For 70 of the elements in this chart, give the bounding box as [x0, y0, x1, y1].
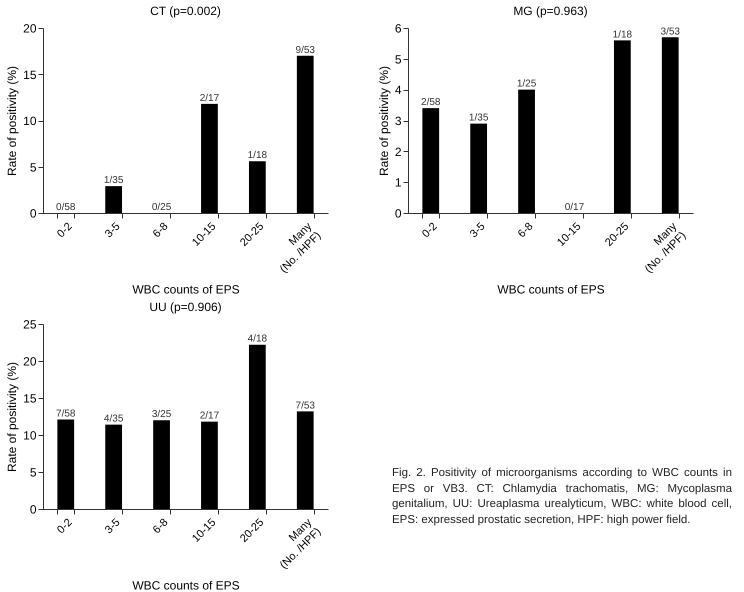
y-tick-label: 5: [394, 52, 402, 66]
y-tick-label: 2: [394, 144, 402, 159]
x-tick-label: 3-5: [102, 516, 123, 536]
data-label: 2/17: [200, 92, 220, 104]
bar: [422, 108, 440, 213]
data-label: 2/17: [200, 410, 220, 422]
data-label: 7/58: [56, 408, 76, 420]
data-label: 1/18: [612, 29, 633, 40]
bar: [296, 56, 314, 213]
x-tick-label: 3-5: [102, 220, 123, 240]
y-tick-label: 0: [394, 206, 402, 220]
data-label: 9/53: [296, 44, 316, 56]
x-axis-title: WBC counts of EPS: [132, 282, 240, 297]
data-label: 1/35: [468, 112, 489, 124]
y-tick-label: 3: [394, 114, 402, 128]
data-label: 4/35: [104, 414, 124, 425]
data-label: 0/58: [56, 202, 76, 213]
bar: [614, 40, 631, 213]
data-label: 2/58: [421, 97, 441, 108]
data-label: 0/25: [152, 202, 172, 213]
y-tick-label: 4: [394, 83, 402, 98]
data-label: 7/53: [296, 400, 316, 412]
data-label: 3/25: [152, 409, 172, 420]
bar: [153, 420, 170, 509]
x-tick-label: 6-8: [150, 516, 171, 536]
bar: [248, 161, 266, 213]
x-tick-label: 0-2: [420, 220, 440, 240]
y-tick-label: 5: [30, 160, 37, 174]
y-axis-title: Rate of positivity (%): [376, 66, 391, 176]
y-tick-label: 5: [30, 466, 37, 480]
y-axis-title: Rate of positivity (%): [5, 362, 20, 472]
bar: [518, 90, 535, 213]
x-tick-label: 6-8: [150, 220, 171, 240]
data-label: 0/17: [564, 202, 585, 213]
x-tick-label: 0-2: [55, 220, 75, 240]
bar: [470, 124, 488, 213]
bar: [201, 104, 218, 213]
y-tick-label: 20: [23, 22, 37, 36]
x-axis-title: WBC counts of EPS: [132, 578, 240, 592]
bar: [296, 411, 314, 509]
y-tick-label: 10: [23, 114, 37, 128]
y-tick-label: 15: [23, 392, 37, 406]
bar: [105, 186, 122, 213]
data-label: 4/18: [248, 334, 268, 345]
x-axis-title: WBC counts of EPS: [497, 282, 605, 297]
x-tick-label: 3-5: [468, 220, 488, 240]
caption: Fig. 2. Positivity of microorganisms according to WBC counts in EPS or VB3. CT: Chlamydia trachomatis, MG: Mycoplasma genitalium, UU: Ureaplasma urealyticum, WBC: white blood cell, EPS: expressed prostatic secretion, HPF: high power field.: [392, 466, 732, 528]
x-tick-label: 0-2: [55, 516, 75, 536]
chart-title: UU (p=0.906): [149, 300, 222, 314]
y-axis-title: Rate of positivity (%): [5, 66, 20, 176]
y-tick-label: 25: [23, 318, 37, 332]
chart-title: MG (p=0.963): [513, 4, 588, 18]
y-tick-label: 0: [30, 502, 37, 516]
bar: [105, 424, 122, 509]
y-tick-label: 1: [394, 176, 402, 190]
bar: [248, 344, 266, 509]
bar: [57, 419, 74, 509]
bar: [662, 37, 679, 213]
y-tick-label: 10: [23, 428, 37, 442]
data-label: 3/53: [660, 26, 680, 38]
x-tick-label: 6-8: [516, 220, 536, 240]
y-tick-label: 20: [23, 354, 37, 368]
data-label: 1/35: [104, 175, 124, 186]
bar: [201, 422, 218, 509]
y-tick-label: 0: [30, 206, 37, 220]
y-tick-label: 6: [394, 22, 402, 36]
y-tick-label: 15: [23, 68, 37, 82]
data-label: 1/25: [516, 78, 537, 90]
chart-title: CT (p=0.002): [150, 4, 221, 18]
data-label: 1/18: [248, 150, 268, 162]
